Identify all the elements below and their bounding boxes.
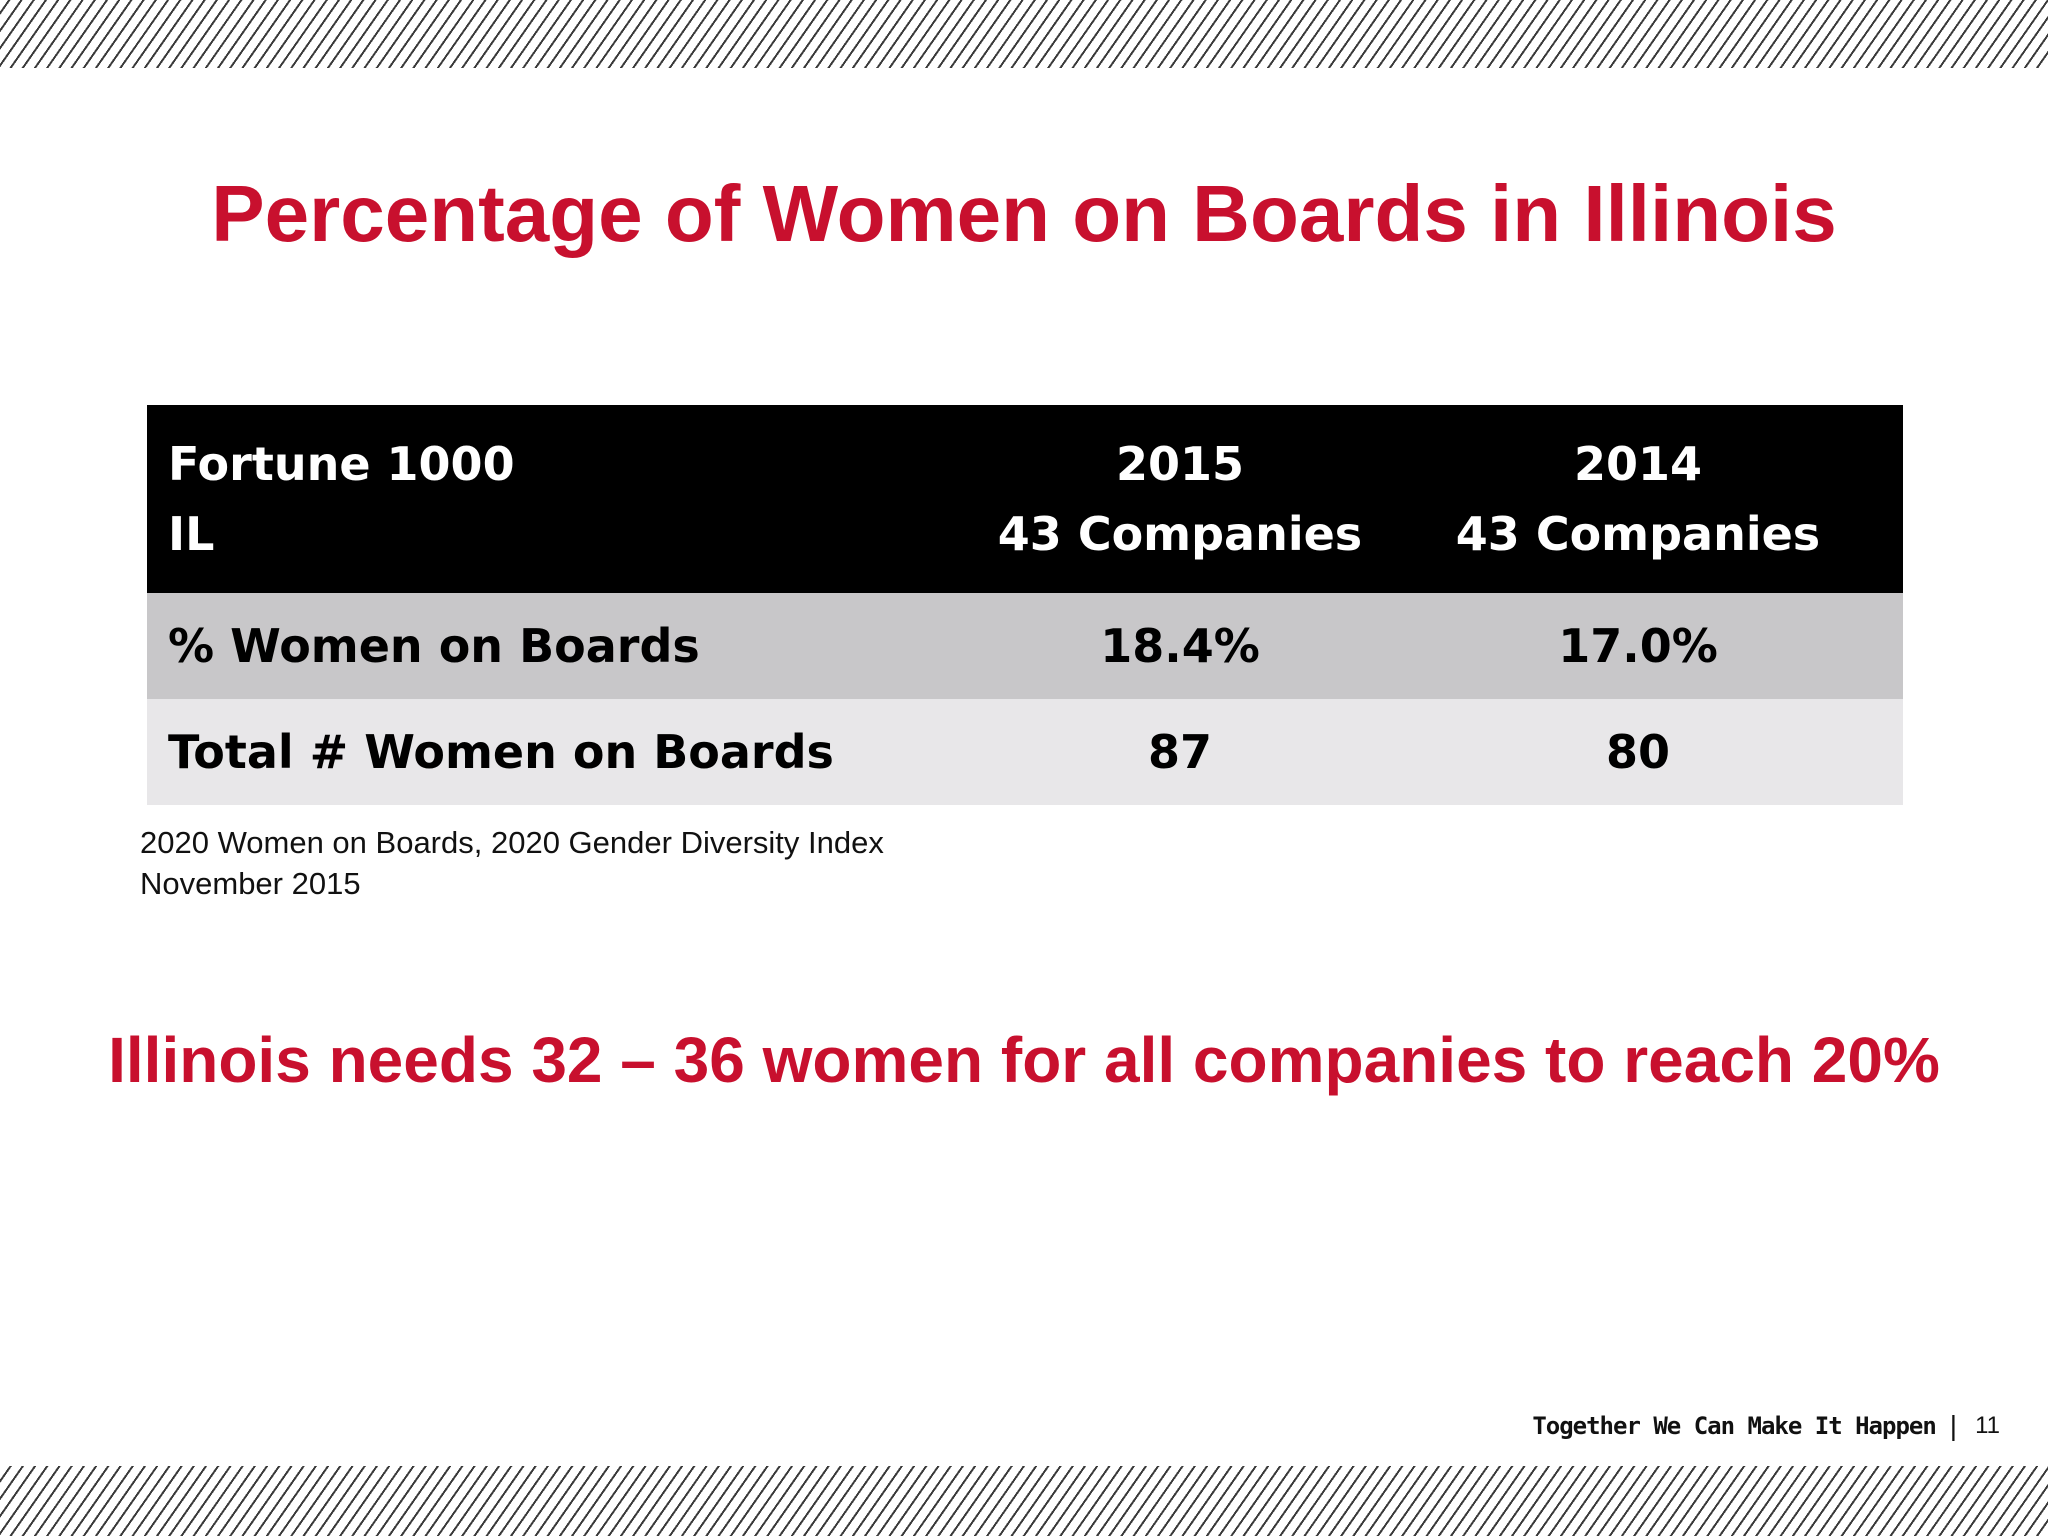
bottom-hatch-band — [0, 1466, 2048, 1536]
table-row: Total # Women on Boards 87 80 — [147, 699, 1903, 805]
row-label: Total # Women on Boards — [168, 725, 834, 779]
table-row: % Women on Boards 18.4% 17.0% — [147, 593, 1903, 699]
slide-footer: Together We Can Make It Happen | 11 — [1532, 1406, 2000, 1446]
page-number: 11 — [1975, 1412, 2000, 1439]
cell-2014: 80 — [1605, 725, 1670, 779]
source-line2: November 2015 — [140, 866, 361, 901]
header-label-cell: Fortune 1000 IL — [147, 405, 987, 593]
table-header-row: Fortune 1000 IL 2015 43 Companies 2014 4… — [147, 405, 1903, 593]
footer-tagline: Together We Can Make It Happen — [1532, 1412, 1936, 1440]
header-2014-companies: 43 Companies — [1455, 507, 1821, 561]
slide-title: Percentage of Women on Boards in Illinoi… — [211, 169, 1837, 258]
cell-2015: 87 — [1147, 725, 1212, 779]
header-2014-cell: 2014 43 Companies — [1373, 405, 1903, 593]
callout-statement: Illinois needs 32 – 36 women for all com… — [108, 1024, 1940, 1096]
header-2015-year: 2015 — [1115, 437, 1245, 491]
footer-separator: | — [1949, 1410, 1958, 1441]
header-label-line2: IL — [168, 507, 215, 561]
header-2014-year: 2014 — [1573, 437, 1703, 491]
women-on-boards-table: Fortune 1000 IL 2015 43 Companies 2014 4… — [147, 405, 1903, 805]
header-2015-companies: 43 Companies — [997, 507, 1363, 561]
header-label-line1: Fortune 1000 — [168, 437, 515, 491]
top-hatch-band — [0, 0, 2048, 68]
row-label: % Women on Boards — [168, 619, 700, 673]
cell-2014: 17.0% — [1558, 619, 1718, 673]
source-line1: 2020 Women on Boards, 2020 Gender Divers… — [140, 825, 884, 860]
header-2015-cell: 2015 43 Companies — [987, 405, 1373, 593]
cell-2015: 18.4% — [1100, 619, 1260, 673]
source-note: 2020 Women on Boards, 2020 Gender Divers… — [140, 822, 884, 904]
